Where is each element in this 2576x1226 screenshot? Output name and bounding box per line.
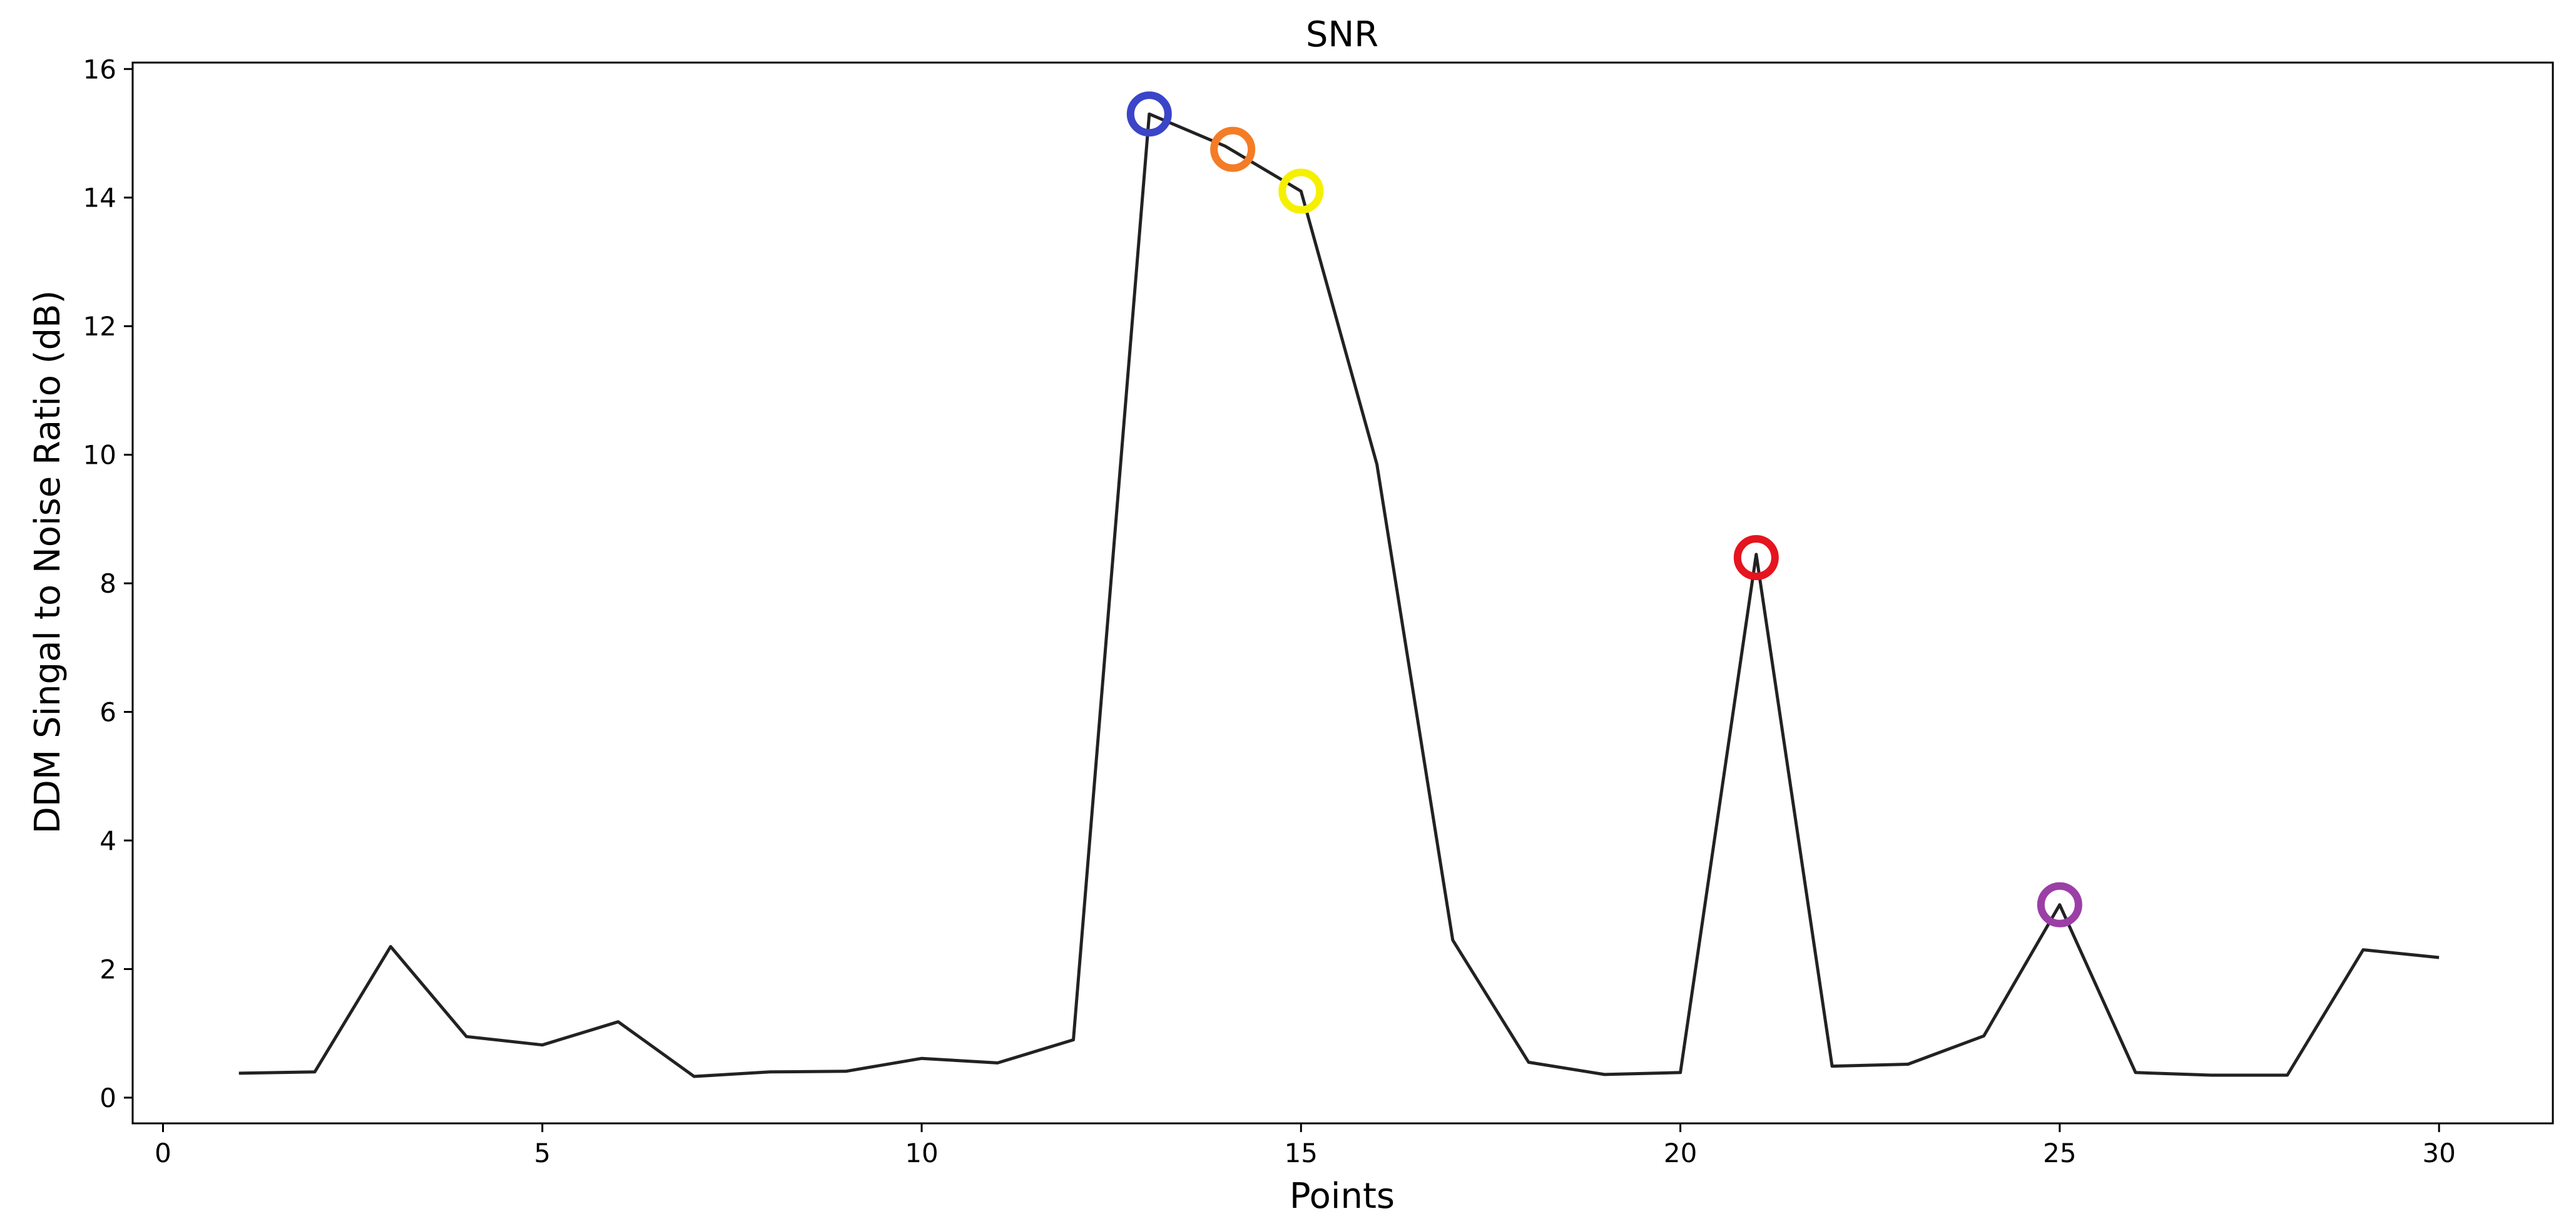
chart-title: SNR [1306, 14, 1378, 55]
x-tick-label: 0 [155, 1138, 171, 1168]
y-axis-label: DDM Singal to Noise Ratio (dB) [28, 290, 68, 834]
y-tick-label: 2 [99, 954, 116, 984]
x-tick-label: 20 [1664, 1138, 1697, 1168]
x-tick-label: 15 [1285, 1138, 1318, 1168]
y-tick-label: 12 [83, 311, 116, 342]
y-tick-label: 16 [83, 54, 116, 84]
y-tick-label: 10 [83, 440, 116, 471]
highlight-marker [2037, 882, 2082, 927]
plot-frame [131, 61, 2554, 1125]
y-tick-label: 4 [99, 825, 116, 856]
x-tick-label: 5 [534, 1138, 551, 1168]
x-tick-label: 10 [905, 1138, 938, 1168]
y-tick-label: 6 [99, 697, 116, 728]
x-tick-label: 30 [2422, 1138, 2455, 1168]
highlight-marker [1210, 126, 1256, 172]
plot-area: 0 5 10 15 20 25 30 0 2 4 6 8 10 12 14 16 [83, 54, 2554, 1168]
highlight-marker [1733, 535, 1779, 580]
highlight-marker [1126, 91, 1172, 137]
highlight-marker [1278, 168, 1324, 214]
y-tick-label: 14 [83, 183, 116, 213]
y-tick-label: 8 [99, 568, 116, 599]
x-axis-label: Points [1290, 1176, 1395, 1217]
x-tick-label: 25 [2043, 1138, 2076, 1168]
y-tick-label: 0 [99, 1083, 116, 1113]
series-line [238, 112, 2440, 1078]
